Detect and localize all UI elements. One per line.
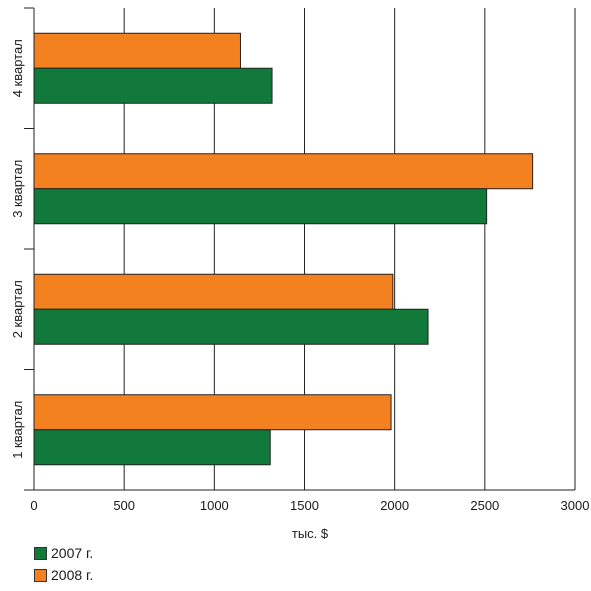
- x-tick-label: 0: [30, 498, 37, 513]
- legend-label-2008: 2008 г.: [51, 567, 94, 583]
- x-tick-label: 1500: [290, 498, 319, 513]
- x-tick-label: 2000: [380, 498, 409, 513]
- x-tick-label: 2500: [470, 498, 499, 513]
- y-category-label: 2 квартал: [10, 280, 25, 338]
- x-tick-label: 500: [113, 498, 135, 513]
- tick-labels: 0 500 1000 1500 2000 2500 3000: [30, 498, 589, 513]
- y-category-label: 4 квартал: [10, 39, 25, 97]
- bar-2007: [33, 67, 273, 104]
- x-tick-label: 3000: [561, 498, 590, 513]
- y-category-label: 3 квартал: [10, 160, 25, 218]
- legend-item-2007: 2007 г.: [34, 542, 93, 564]
- bars: [33, 32, 534, 466]
- legend-item-2008: 2008 г.: [34, 564, 93, 586]
- category-labels: 1 квартал 2 квартал 3 квартал 4 квартал: [10, 39, 25, 459]
- bar-2008: [33, 153, 534, 190]
- legend-label-2007: 2007 г.: [51, 545, 94, 561]
- y-category-label: 1 квартал: [10, 401, 25, 459]
- x-axis-label: тыс. $: [292, 526, 329, 541]
- x-tick-label: 1000: [200, 498, 229, 513]
- bar-2008: [33, 273, 394, 310]
- axes: [24, 7, 575, 491]
- legend-swatch-2007: [34, 546, 47, 560]
- bar-2007: [33, 188, 488, 225]
- bar-2008: [33, 32, 241, 69]
- legend: 2007 г. 2008 г.: [34, 542, 93, 586]
- bar-2007: [33, 308, 429, 345]
- legend-swatch-2008: [34, 568, 47, 582]
- bar-2007: [33, 429, 271, 466]
- bar-2008: [33, 394, 392, 431]
